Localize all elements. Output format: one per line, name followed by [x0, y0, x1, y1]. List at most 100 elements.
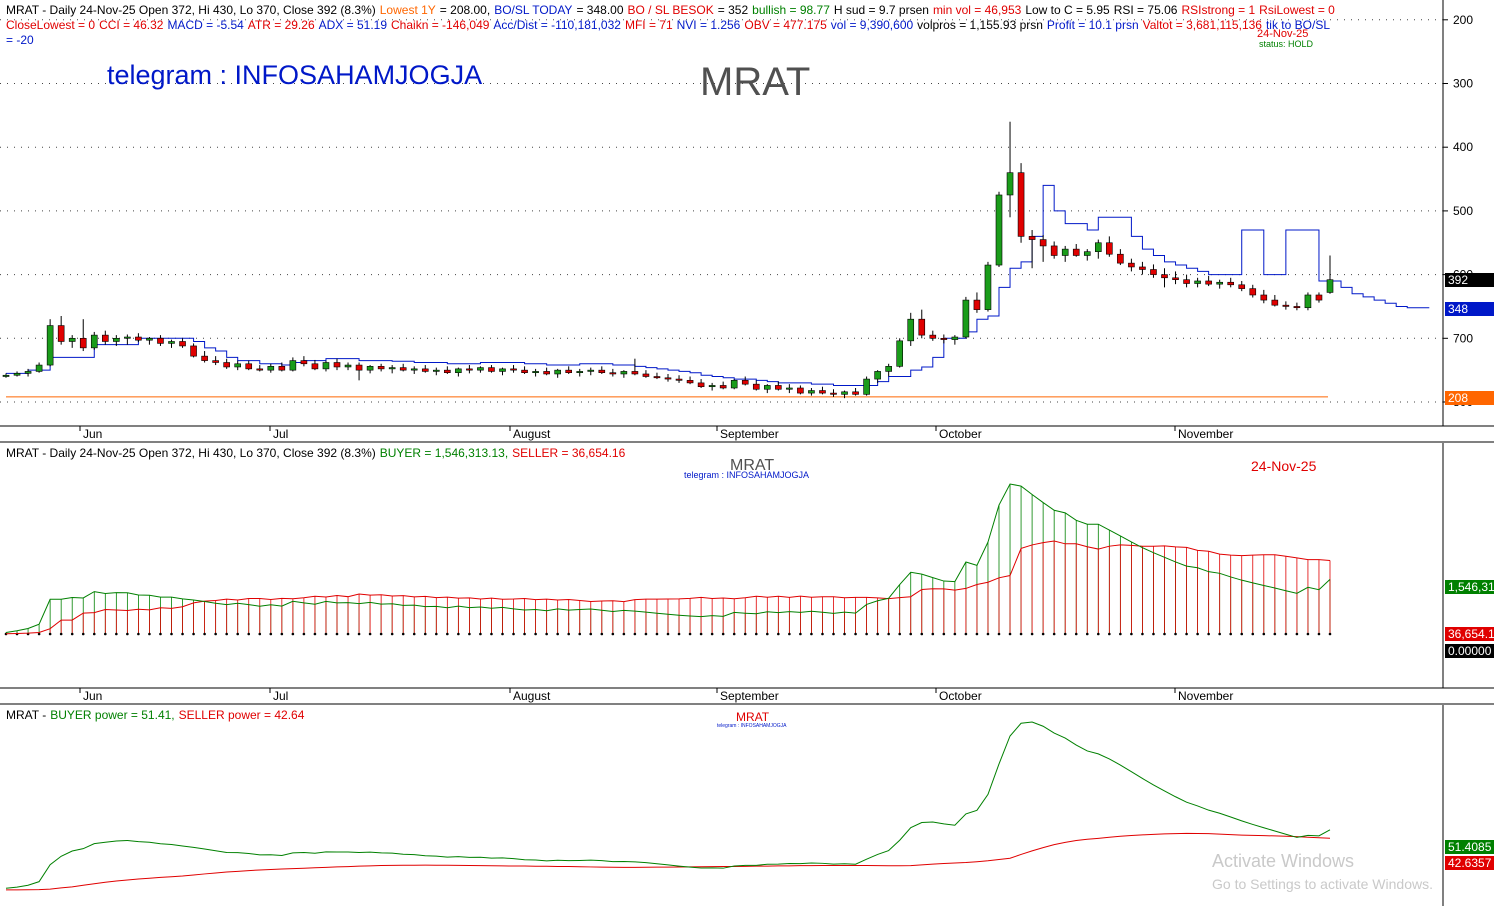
x-tick-label: November [1178, 427, 1233, 441]
candle-body [388, 367, 396, 370]
candle-body [1117, 253, 1124, 264]
zero-dot [115, 632, 118, 636]
candle-body [1061, 248, 1069, 256]
seller-badge: 36,654.1 [1445, 627, 1494, 641]
indicator-header-line2: CloseLowest = 0 CCI = 46.32 MACD = -5.54 AT… [6, 18, 1334, 32]
zero-dot [997, 632, 1001, 636]
candle [653, 372, 661, 380]
price-chart[interactable]: 800700600500400300200JunJulAugustSeptemb… [0, 0, 1494, 443]
zero-dot [435, 632, 438, 636]
zero-dot [743, 632, 747, 636]
candle [752, 380, 760, 391]
candle-body [653, 376, 661, 379]
power-chart[interactable] [0, 705, 1494, 906]
header-field: RsiLowest = 0 [1259, 3, 1335, 17]
candle [444, 366, 451, 374]
date-label: 24-Nov-25 [1257, 28, 1309, 40]
header-field: = 352 [717, 3, 749, 17]
candle-body [808, 390, 815, 394]
candle-body [1128, 262, 1135, 268]
zero-dot [490, 632, 493, 636]
candle [168, 339, 175, 348]
candle [741, 376, 749, 386]
indicator-header-line3: = -20 [6, 33, 38, 47]
zero-dot [379, 632, 383, 636]
candle-body [344, 364, 352, 368]
buyer-line [5, 483, 1331, 634]
candle-body [1028, 236, 1036, 240]
candle [311, 359, 319, 371]
candle-body [885, 366, 892, 372]
candle [57, 316, 65, 345]
header-field: MACD = -5.54 [167, 18, 244, 32]
zero-dot [170, 632, 173, 636]
zero-dot [622, 632, 626, 636]
zero-dot [666, 632, 670, 636]
zero-dot [59, 632, 63, 636]
header-field: MFI = 71 [624, 18, 673, 32]
zero-dot [126, 632, 129, 636]
candle [1017, 163, 1025, 243]
candle-body [973, 299, 981, 310]
buyer-seller-pane[interactable]: Jun Jul August September October November MRA… [0, 443, 1494, 705]
candle [1172, 271, 1179, 285]
zero-dot [148, 632, 151, 636]
candle [532, 368, 539, 377]
zero-dot [1030, 632, 1034, 636]
candle-body [1249, 288, 1257, 296]
zero-dot [788, 632, 791, 636]
zero-dot [721, 632, 725, 636]
candle-body [68, 337, 76, 342]
candle-body [1139, 266, 1146, 270]
candle [1260, 289, 1268, 304]
candle [631, 358, 639, 376]
candle [642, 370, 650, 378]
candle [1139, 261, 1146, 275]
candle-body [675, 378, 683, 381]
zero-dot [236, 632, 239, 636]
candle [190, 343, 197, 358]
candle [410, 366, 418, 374]
candle [885, 363, 892, 377]
buyer-seller-chart[interactable]: Jun Jul August September October November [0, 443, 1494, 705]
x-tick-label: Jun [83, 427, 102, 441]
candle-body [554, 369, 561, 375]
zero-dot [1306, 632, 1310, 636]
power-header: MRAT - BUYER power = 51.41, SELLER power =… [6, 708, 308, 722]
candle [333, 358, 341, 371]
x-tick-label: September [720, 689, 779, 703]
candle-body [620, 371, 628, 375]
candle [863, 376, 870, 396]
candle-body [907, 318, 915, 342]
price-pane[interactable]: 800700600500400300200JunJulAugustSeptemb… [0, 0, 1494, 443]
candle-body [201, 355, 208, 361]
candle [1061, 245, 1069, 262]
candle-body [697, 382, 705, 388]
candle-body [499, 368, 506, 372]
candle [366, 365, 374, 374]
header-field: Chaikn = -146,049 [391, 18, 490, 32]
candle [68, 335, 76, 348]
pane2-telegram: telegram : INFOSAHAMJOGJA [684, 470, 810, 480]
zero-dot [247, 632, 251, 636]
candle-body [190, 345, 197, 357]
zero-dot [1218, 632, 1221, 636]
candle-body [24, 371, 32, 374]
candle [466, 365, 473, 374]
zero-dot [1262, 632, 1266, 636]
zero-dot [975, 632, 979, 636]
candle-body [1017, 172, 1025, 237]
power-pane[interactable]: MRAT - BUYER power = 51.41, SELLER power =… [0, 705, 1494, 906]
candle [1293, 302, 1301, 311]
header-field: BUYER = 1,546,313.13, [379, 446, 509, 460]
header-field: ATR = 29.26 [247, 18, 315, 32]
header-field: MRAT - Daily 24-Nov-25 Open 372, Hi 430,… [6, 446, 376, 460]
candle-body [521, 369, 528, 373]
zero-dot [92, 632, 96, 636]
candle [477, 366, 484, 373]
candle-body [212, 360, 219, 363]
header-field: Acc/Dist = -110,181,032 [493, 18, 621, 32]
zero-dot [81, 632, 85, 636]
candle-body [951, 336, 959, 340]
indicator-header-line1: MRAT - Daily 24-Nov-25 Open 372, Hi 430,… [6, 3, 1339, 17]
